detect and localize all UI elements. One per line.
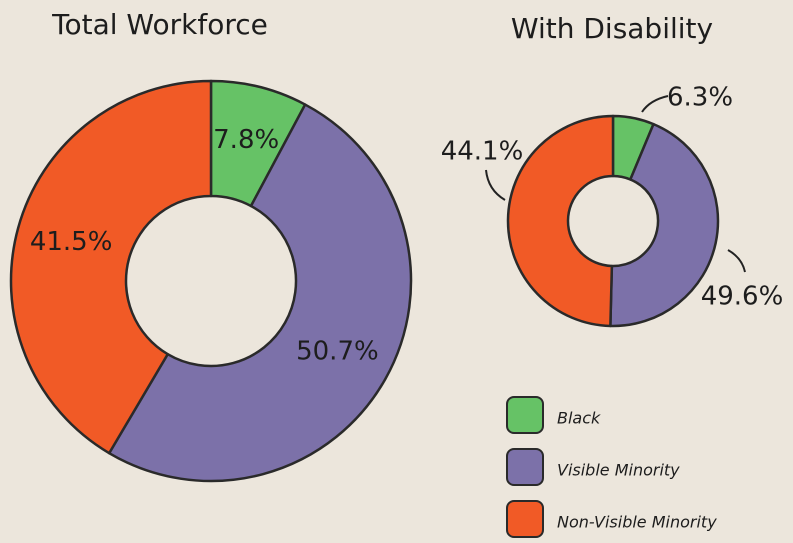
- data-label: 41.5%: [30, 227, 113, 257]
- chart-title: Total Workforce: [51, 8, 268, 41]
- legend-label: Black: [557, 409, 601, 428]
- donut-slice: Visible Minority: [107, 103, 413, 483]
- legend-label: Non-Visible Minority: [557, 513, 717, 532]
- arrow: [485, 169, 506, 201]
- data-label: 44.1%: [441, 137, 524, 167]
- arrow: [641, 95, 669, 113]
- legend-swatch: [506, 500, 544, 538]
- data-label: 7.8%: [213, 125, 279, 155]
- legend-swatch: [506, 448, 544, 486]
- donut-slice: Visible Minority: [609, 122, 720, 328]
- legend-label: Visible Minority: [557, 461, 680, 480]
- data-label: 6.3%: [667, 83, 733, 113]
- arrow: [727, 249, 746, 273]
- data-label: 50.7%: [296, 337, 379, 367]
- arrows: [485, 95, 746, 273]
- data-label: 49.6%: [701, 282, 784, 312]
- donut-slice: Non-Visible Minority: [506, 114, 615, 328]
- legend-swatch: [506, 396, 544, 434]
- donut-slice: Non-Visible Minority: [9, 79, 213, 455]
- chart-title: With Disability: [511, 12, 713, 45]
